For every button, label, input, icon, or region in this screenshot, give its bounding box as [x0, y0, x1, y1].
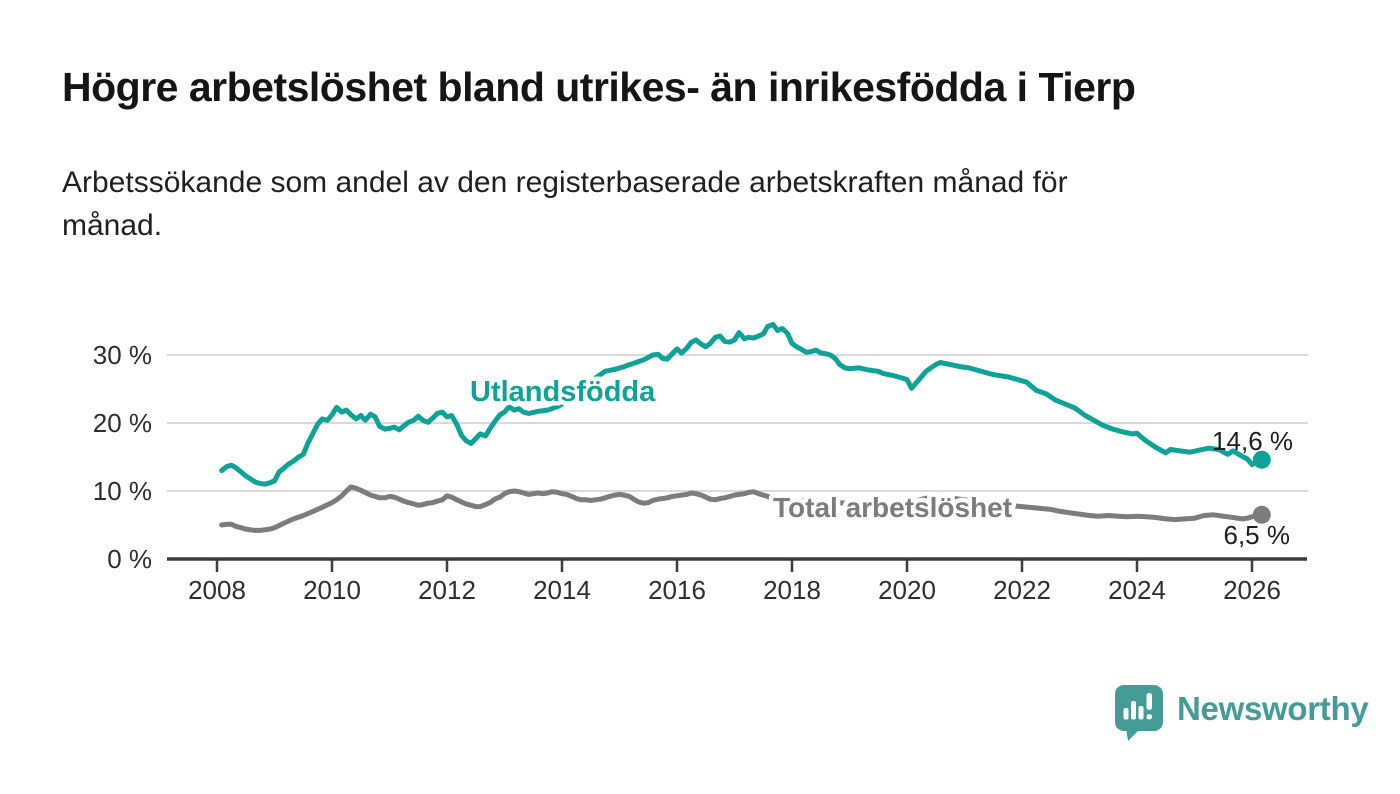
x-tick-label: 2008: [188, 575, 246, 605]
logo-exclamation-bar: [1146, 693, 1152, 710]
gridlines: [167, 354, 1308, 492]
series-line-utlandsfodda: [219, 321, 1265, 487]
y-tick-label: 20 %: [93, 408, 152, 438]
series-line-total: [219, 484, 1265, 533]
series-end-dot: [1252, 450, 1271, 469]
x-tick-label: 2014: [533, 575, 591, 605]
logo-bar-2: [1131, 701, 1136, 720]
end-value-total: 6,5 %: [1224, 520, 1291, 550]
series-end-dots: [1252, 450, 1271, 524]
x-tick-label: 2024: [1108, 575, 1166, 605]
page-title: Högre arbetslöshet bland utrikes- än inr…: [62, 64, 1136, 110]
logo-bar-1: [1123, 708, 1129, 720]
x-axis: [167, 557, 1307, 572]
axis-tick-labels: 0 % 10 % 20 % 30 % 2008 2010 2012 2014 2016 2018 2…: [93, 340, 1281, 605]
x-tick-label: 2010: [303, 575, 361, 605]
logo-bar-3: [1138, 706, 1144, 720]
x-tick-label: 2026: [1223, 575, 1281, 605]
x-tick-label: 2022: [993, 575, 1051, 605]
chart-subtitle: Arbetssökande som andel av den registerb…: [62, 166, 1068, 242]
series-label-utlandsfodda: Utlandsfödda: [470, 376, 656, 408]
newsworthy-logo-icon: [1115, 685, 1163, 741]
x-tick-label: 2020: [878, 575, 936, 605]
y-tick-label: 0 %: [107, 544, 152, 574]
x-tick-label: 2018: [763, 575, 821, 605]
x-tick-label: 2016: [648, 575, 706, 605]
y-tick-label: 30 %: [93, 340, 152, 370]
newsworthy-branding: Newsworthy: [1114, 684, 1369, 742]
series-label-total: Total arbetslöshet: [773, 492, 1012, 523]
logo-exclamation-dot: [1146, 714, 1152, 720]
end-value-utlandsfodda: 14,6 %: [1212, 426, 1293, 456]
series-end-dot: [1252, 505, 1271, 524]
x-tick-label: 2012: [418, 575, 476, 605]
newsworthy-wordmark: Newsworthy: [1177, 690, 1369, 727]
series-lines: [219, 321, 1265, 533]
y-tick-label: 10 %: [93, 476, 152, 506]
